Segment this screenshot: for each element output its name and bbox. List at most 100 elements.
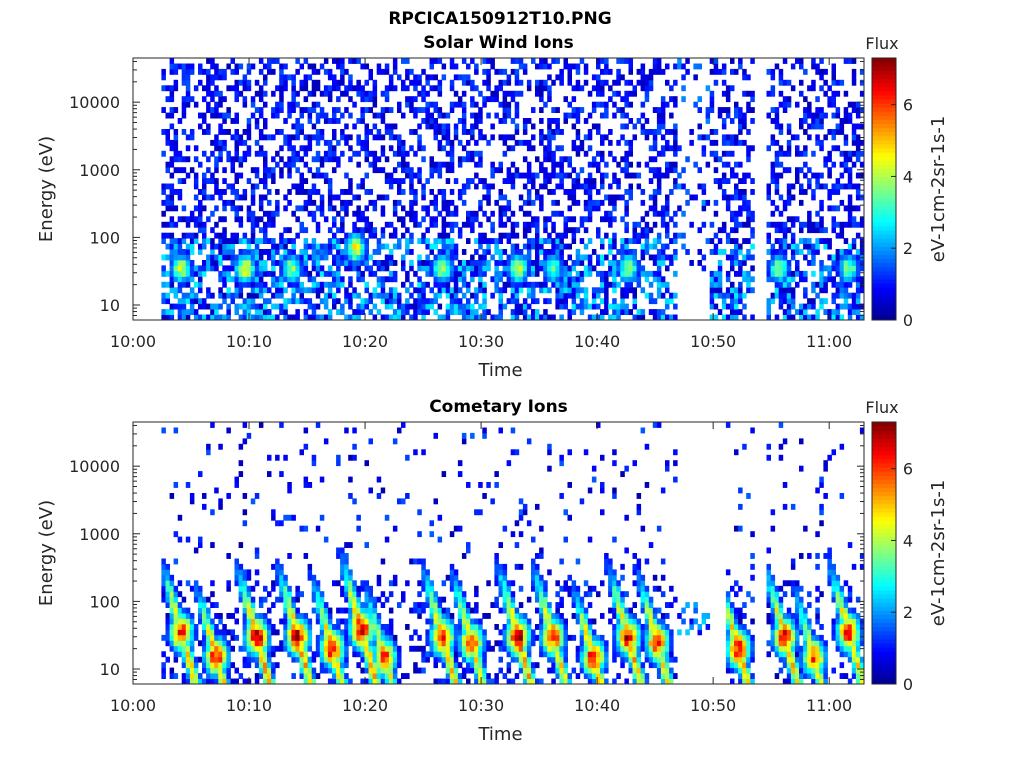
spectrogram-cell <box>392 85 398 92</box>
spectrogram-cell <box>238 580 244 587</box>
spectrogram-cell <box>555 260 560 266</box>
spectrogram-cell <box>210 172 215 179</box>
spectrogram-cell <box>750 243 755 250</box>
spectrogram-cell <box>388 580 394 587</box>
spectrogram-cell <box>543 183 548 190</box>
spectrogram-cell <box>214 183 219 190</box>
spectrogram-cell <box>246 150 252 157</box>
spectrogram-cell <box>303 85 309 92</box>
spectrogram-cell <box>356 525 361 532</box>
spectrogram-cell <box>429 298 434 305</box>
spectrogram-cell <box>323 438 329 445</box>
spectrogram-cell <box>795 265 800 272</box>
spectrogram-cell <box>319 602 325 608</box>
spectrogram-cell <box>226 292 231 299</box>
spectrogram-cell <box>559 129 564 135</box>
spectrogram-cell <box>543 249 548 255</box>
spectrogram-cell <box>437 270 443 277</box>
spectrogram-cell <box>376 276 382 283</box>
spectrogram-cell <box>453 287 459 294</box>
spectrogram-cell <box>600 112 605 119</box>
spectrogram-cell <box>368 90 373 97</box>
spectrogram-cell <box>701 189 707 195</box>
spectrogram-cell <box>189 309 195 315</box>
spectrogram-cell <box>656 63 662 70</box>
spectrogram-cell <box>449 85 455 92</box>
spectrogram-cell <box>181 156 187 163</box>
spectrogram-cell <box>242 79 248 86</box>
spectrogram-cell <box>344 673 349 679</box>
spectrogram-cell <box>685 249 690 255</box>
spectrogram-cell <box>388 123 394 130</box>
spectrogram-cell <box>291 79 296 86</box>
spectrogram-cell <box>433 107 438 113</box>
spectrogram-cell <box>242 194 248 201</box>
spectrogram-cell <box>295 607 300 614</box>
spectrogram-cell <box>738 309 743 315</box>
spectrogram-cell <box>490 227 495 234</box>
spectrogram-cell <box>356 85 361 92</box>
spectrogram-cell <box>397 303 402 310</box>
spectrogram-cell <box>189 276 195 283</box>
spectrogram-cell <box>368 634 373 641</box>
spectrogram-cell <box>510 260 516 266</box>
spectrogram-cell <box>287 596 292 603</box>
spectrogram-cell <box>299 624 304 630</box>
spectrogram-cell <box>575 287 581 294</box>
spectrogram-cell <box>835 112 841 119</box>
spectrogram-cell <box>660 134 666 141</box>
spectrogram-cell <box>547 74 552 81</box>
spectrogram-cell <box>478 265 483 272</box>
spectrogram-cell <box>705 199 711 206</box>
spectrogram-cell <box>612 156 617 163</box>
spectrogram-cell <box>401 145 406 152</box>
spectrogram-cell <box>575 118 581 124</box>
spectrogram-cell <box>693 161 698 168</box>
spectrogram-cell <box>263 287 268 294</box>
spectrogram-cell <box>344 292 349 299</box>
spectrogram-cell <box>441 265 447 272</box>
spectrogram-cell <box>721 90 727 97</box>
spectrogram-cell <box>514 79 520 86</box>
spectrogram-cell <box>263 101 268 108</box>
spectrogram-cell <box>531 238 536 244</box>
spectrogram-cell <box>214 624 219 630</box>
spectrogram-cell <box>742 270 747 277</box>
spectrogram-cell <box>226 303 231 310</box>
spectrogram-cell <box>287 651 292 658</box>
spectrogram-cell <box>778 74 784 81</box>
spectrogram-cell <box>218 189 223 195</box>
spectrogram-cell <box>206 443 211 450</box>
spectrogram-cell <box>271 314 276 321</box>
spectrogram-cell <box>482 96 487 103</box>
spectrogram-cell <box>486 74 491 81</box>
spectrogram-cell <box>441 232 447 239</box>
spectrogram-cell <box>336 276 341 283</box>
spectrogram-cell <box>206 640 211 647</box>
spectrogram-cell <box>433 243 438 250</box>
spectrogram-cell <box>181 107 187 113</box>
spectrogram-cell <box>441 63 447 70</box>
spectrogram-cell <box>616 265 621 272</box>
spectrogram-cell <box>478 276 483 283</box>
spectrogram-cell <box>539 63 544 70</box>
spectrogram-cell <box>543 270 548 277</box>
spectrogram-cell <box>214 156 219 163</box>
spectrogram-cell <box>401 303 406 310</box>
spectrogram-cell <box>449 107 455 113</box>
panel-title: Cometary Ions <box>429 397 568 417</box>
spectrogram-cell <box>575 178 581 184</box>
spectrogram-cell <box>336 656 341 663</box>
spectrogram-cell <box>518 194 524 201</box>
spectrogram-cell <box>401 254 406 261</box>
spectrogram-cell <box>254 613 260 619</box>
spectrogram-cell <box>600 134 605 141</box>
spectrogram-cell <box>526 145 532 152</box>
spectrogram-cell <box>206 156 211 163</box>
spectrogram-cell <box>246 309 252 315</box>
spectrogram-cell <box>242 298 248 305</box>
spectrogram-cell <box>218 270 223 277</box>
spectrogram-cell <box>189 640 195 647</box>
spectrogram-cell <box>303 618 309 625</box>
spectrogram-cell <box>202 238 207 244</box>
